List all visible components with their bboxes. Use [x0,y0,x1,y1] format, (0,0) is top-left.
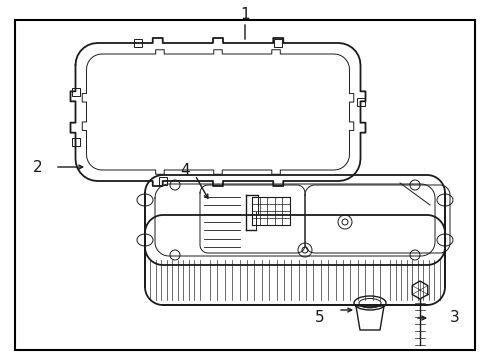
Text: 1: 1 [240,6,250,22]
Bar [357,98,365,106]
Text: 5: 5 [315,310,325,325]
Text: 2: 2 [33,159,43,175]
Text: 4: 4 [180,162,190,177]
Bar [159,177,167,185]
Bar [72,88,79,96]
Bar [274,39,282,47]
Text: 3: 3 [450,310,460,325]
Bar [72,138,79,146]
Bar [134,39,142,47]
Bar [252,197,290,225]
